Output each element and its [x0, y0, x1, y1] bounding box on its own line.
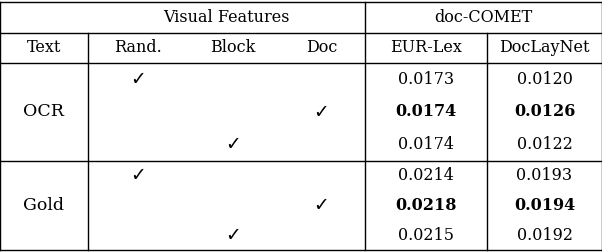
- Text: Rand.: Rand.: [114, 40, 162, 56]
- Text: EUR-Lex: EUR-Lex: [390, 40, 462, 56]
- Text: 0.0214: 0.0214: [398, 167, 454, 184]
- Text: ✓: ✓: [314, 196, 329, 215]
- Text: ✓: ✓: [130, 70, 146, 89]
- Text: 0.0126: 0.0126: [514, 104, 575, 120]
- Text: 0.0218: 0.0218: [396, 197, 457, 214]
- Text: 0.0122: 0.0122: [517, 136, 573, 153]
- Text: 0.0192: 0.0192: [517, 227, 573, 244]
- Text: DocLayNet: DocLayNet: [499, 40, 590, 56]
- Text: Text: Text: [27, 40, 61, 56]
- Text: 0.0194: 0.0194: [514, 197, 575, 214]
- Text: ✓: ✓: [314, 103, 329, 121]
- Text: 0.0215: 0.0215: [398, 227, 454, 244]
- Text: 0.0174: 0.0174: [396, 104, 457, 120]
- Text: Visual Features: Visual Features: [163, 9, 290, 26]
- Text: doc-COMET: doc-COMET: [435, 9, 533, 26]
- Text: 0.0173: 0.0173: [398, 71, 454, 88]
- Text: OCR: OCR: [23, 104, 64, 120]
- Text: ✓: ✓: [225, 226, 241, 245]
- Text: 0.0120: 0.0120: [517, 71, 573, 88]
- Text: Gold: Gold: [23, 197, 64, 214]
- Text: 0.0174: 0.0174: [398, 136, 454, 153]
- Text: ✓: ✓: [225, 135, 241, 154]
- Text: Doc: Doc: [306, 40, 337, 56]
- Text: ✓: ✓: [130, 166, 146, 185]
- Text: Block: Block: [210, 40, 256, 56]
- Text: 0.0193: 0.0193: [517, 167, 573, 184]
